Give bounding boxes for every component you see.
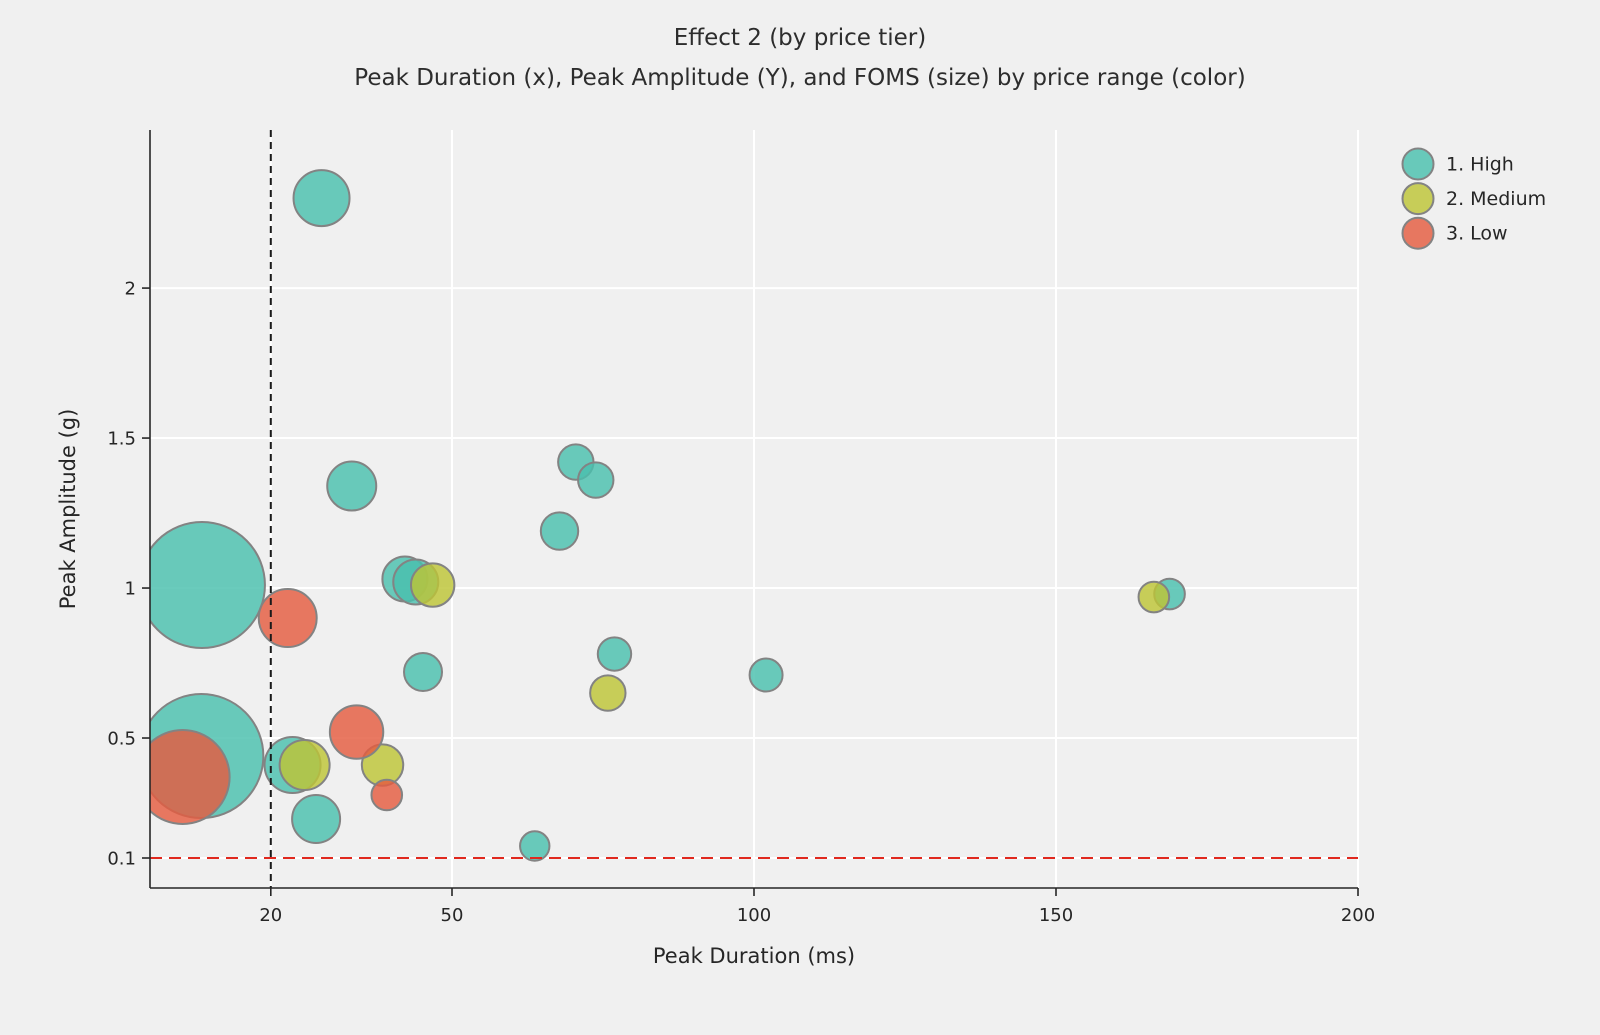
bubble [596,636,633,672]
legend-entry-label: 1. High [1446,154,1514,176]
x-axis: 20 50 100 150 200 [259,888,1375,926]
bubble [519,830,551,862]
x-tick-label: 150 [1039,905,1073,926]
bubble [370,778,404,812]
bubble [577,461,615,499]
bubble [291,794,342,845]
bubble [292,169,351,228]
bubble [150,521,266,650]
bubble [589,674,627,712]
x-tick-label: 20 [259,905,282,926]
series-3-low [150,588,404,826]
x-tick-label: 200 [1341,905,1375,926]
bubble [409,562,456,608]
bubble [539,511,580,551]
legend-entry-label: 3. Low [1446,223,1508,245]
x-tick-label: 50 [441,905,464,926]
y-tick-label: 1 [125,579,136,600]
legend-swatch [1401,147,1435,181]
legend: 1. High 2. Medium 3. Low [1401,147,1546,250]
chart-subtitle: Peak Duration (x), Peak Amplitude (Y), a… [354,65,1245,91]
chart-title: Effect 2 (by price tier) [674,25,926,51]
bubble [403,652,444,693]
bubbles-layer [150,169,1186,862]
bubble [278,739,331,792]
bubble [150,729,231,826]
x-tick-label: 100 [737,905,771,926]
bubble [257,588,318,649]
legend-entry-label: 2. Medium [1446,188,1546,210]
legend-swatch [1401,182,1435,216]
y-tick-label: 0.1 [107,849,136,870]
bubble [328,704,385,760]
bubble [748,657,784,693]
legend-swatch [1401,216,1435,250]
bubble [326,460,378,512]
reference-lines [150,130,1358,888]
y-tick-label: 0.5 [107,729,136,750]
y-tick-label: 1.5 [107,429,136,450]
y-axis: 0.1 0.5 1 1.5 2 [107,279,150,870]
y-axis-label: Peak Amplitude (g) [56,409,80,610]
x-axis-label: Peak Duration (ms) [653,944,855,968]
series-2-medium [278,562,1171,792]
y-tick-label: 2 [125,279,136,300]
bubble [1137,580,1171,614]
